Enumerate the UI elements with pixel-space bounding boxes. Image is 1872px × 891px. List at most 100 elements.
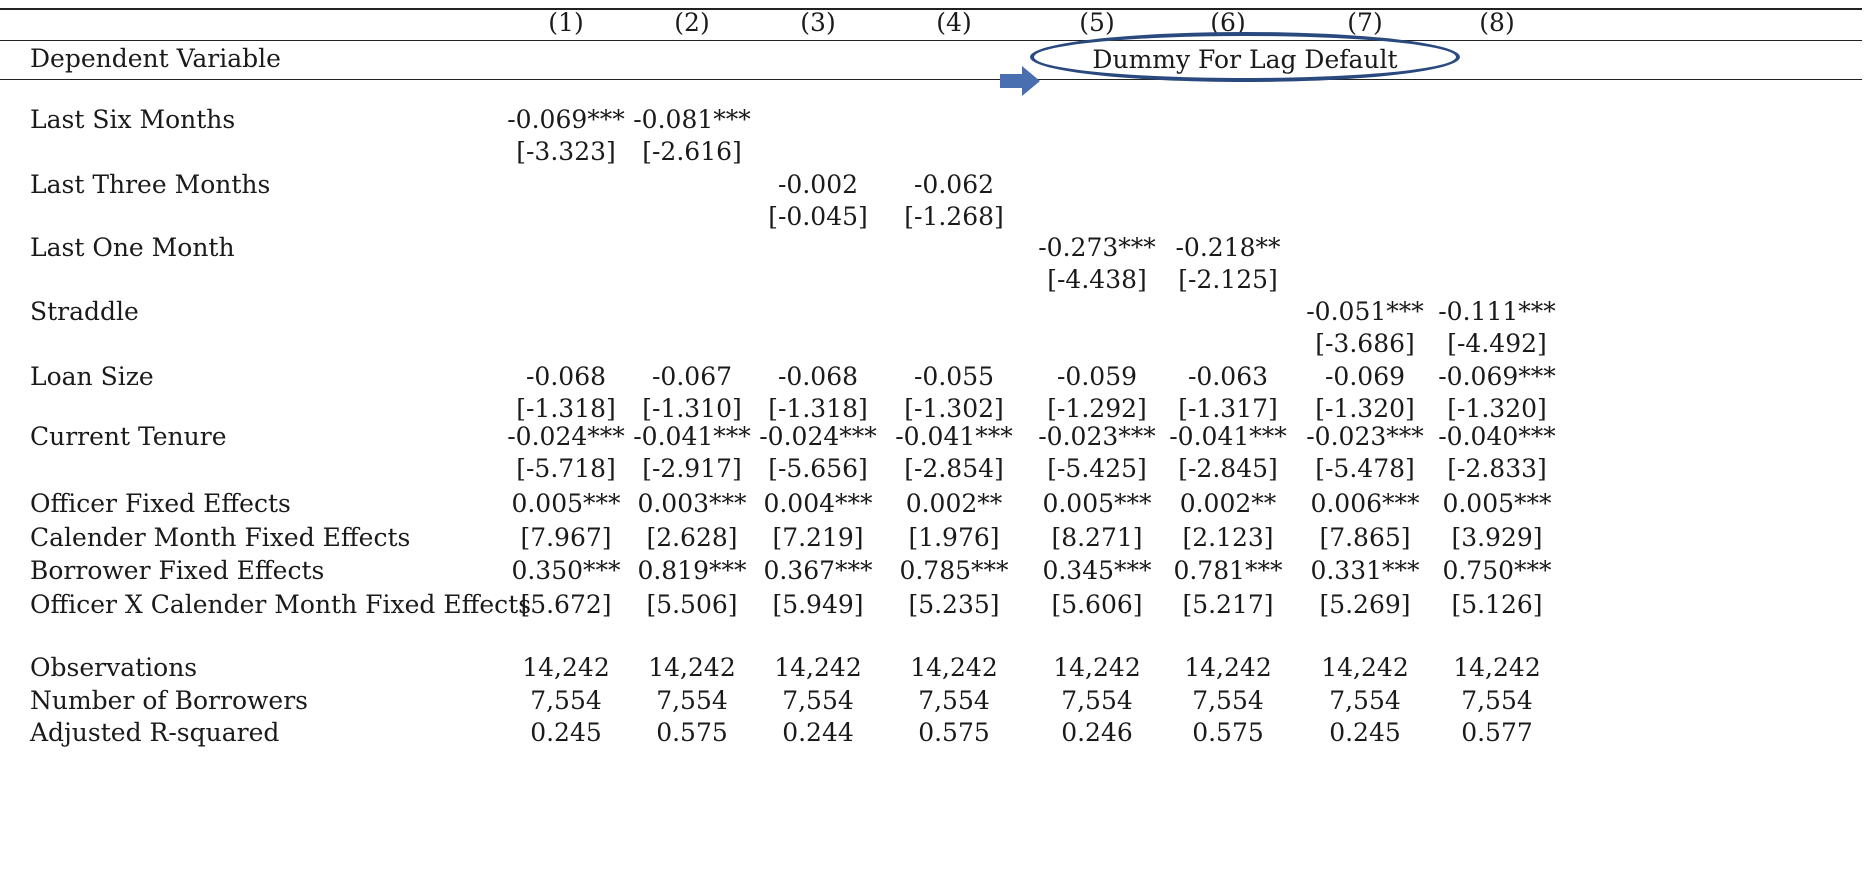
coefficient-cell: -0.024*** <box>507 422 625 451</box>
stat-label: Observations <box>30 653 198 682</box>
coefficient-cell: -0.023*** <box>1038 422 1156 451</box>
stat-value: 0.246 <box>1061 718 1133 747</box>
fixed-effect-label: Officer X Calender Month Fixed Effects <box>30 590 532 619</box>
fixed-effect-value: 0.781*** <box>1173 556 1283 585</box>
fixed-effect-value: [5.269] <box>1319 590 1411 619</box>
fixed-effect-value: [5.672] <box>520 590 612 619</box>
stat-value: 7,554 <box>918 686 990 715</box>
fixed-effect-value: 0.785*** <box>899 556 1009 585</box>
dv-rule <box>0 79 1862 80</box>
tstat-cell: [-4.438] <box>1047 265 1147 294</box>
coefficient-cell: -0.069*** <box>1438 362 1556 391</box>
dependent-variable-name: Dummy For Lag Default <box>1092 45 1398 74</box>
row-label: Straddle <box>30 297 139 326</box>
row-label: Last Three Months <box>30 170 271 199</box>
stat-value: 7,554 <box>656 686 728 715</box>
row-label: Last Six Months <box>30 105 236 134</box>
fixed-effect-value: 0.004*** <box>763 489 873 518</box>
tstat-cell: [-0.045] <box>768 202 868 231</box>
fixed-effect-value: 0.005*** <box>1442 489 1552 518</box>
fixed-effect-value: [7.967] <box>520 523 612 552</box>
fixed-effect-value: 0.750*** <box>1442 556 1552 585</box>
column-header: (2) <box>674 8 710 37</box>
stat-value: 0.575 <box>1192 718 1264 747</box>
stat-value: 14,242 <box>910 653 998 682</box>
fixed-effect-value: [5.217] <box>1182 590 1274 619</box>
fixed-effect-value: 0.005*** <box>1042 489 1152 518</box>
fixed-effect-value: 0.003*** <box>637 489 747 518</box>
fixed-effect-value: [2.628] <box>646 523 738 552</box>
stat-value: 0.575 <box>656 718 728 747</box>
stat-value: 7,554 <box>1461 686 1533 715</box>
tstat-cell: [-2.854] <box>904 454 1004 483</box>
stat-value: 7,554 <box>530 686 602 715</box>
row-label: Loan Size <box>30 362 154 391</box>
stat-value: 14,242 <box>522 653 610 682</box>
highlight-ellipse <box>1030 32 1460 82</box>
coefficient-cell: -0.068 <box>525 362 607 391</box>
stat-value: 7,554 <box>1192 686 1264 715</box>
column-header: (5) <box>1079 8 1115 37</box>
stat-value: 7,554 <box>782 686 854 715</box>
coefficient-cell: -0.024*** <box>759 422 877 451</box>
fixed-effect-value: [7.865] <box>1319 523 1411 552</box>
row-label: Current Tenure <box>30 422 227 451</box>
tstat-cell: [-1.320] <box>1447 394 1547 423</box>
coefficient-cell: -0.055 <box>913 362 995 391</box>
stat-label: Number of Borrowers <box>30 686 308 715</box>
fixed-effect-value: [5.949] <box>772 590 864 619</box>
coefficient-cell: -0.040*** <box>1438 422 1556 451</box>
stat-value: 14,242 <box>1453 653 1541 682</box>
coefficient-cell: -0.002 <box>777 170 859 199</box>
tstat-cell: [-1.302] <box>904 394 1004 423</box>
coefficient-cell: -0.041*** <box>895 422 1013 451</box>
fixed-effect-value: 0.006*** <box>1310 489 1420 518</box>
fixed-effect-label: Borrower Fixed Effects <box>30 556 325 585</box>
tstat-cell: [-1.318] <box>516 394 616 423</box>
stat-value: 0.577 <box>1461 718 1533 747</box>
tstat-cell: [-2.616] <box>642 137 742 166</box>
fixed-effect-value: [5.235] <box>908 590 1000 619</box>
coefficient-cell: -0.218** <box>1175 233 1281 262</box>
column-header: (4) <box>936 8 972 37</box>
fixed-effect-value: 0.819*** <box>637 556 747 585</box>
fixed-effect-label: Calender Month Fixed Effects <box>30 523 411 552</box>
fixed-effect-value: [3.929] <box>1451 523 1543 552</box>
tstat-cell: [-3.686] <box>1315 329 1415 358</box>
fixed-effect-value: 0.345*** <box>1042 556 1152 585</box>
stat-value: 7,554 <box>1329 686 1401 715</box>
fixed-effect-value: 0.005*** <box>511 489 621 518</box>
fixed-effect-value: [8.271] <box>1051 523 1143 552</box>
tstat-cell: [-5.656] <box>768 454 868 483</box>
coefficient-cell: -0.051*** <box>1306 297 1424 326</box>
stat-value: 14,242 <box>1321 653 1409 682</box>
tstat-cell: [-2.833] <box>1447 454 1547 483</box>
fixed-effect-value: [2.123] <box>1182 523 1274 552</box>
stat-value: 14,242 <box>774 653 862 682</box>
top-rule <box>0 8 1862 10</box>
coefficient-cell: -0.111*** <box>1438 297 1556 326</box>
tstat-cell: [-5.718] <box>516 454 616 483</box>
row-label: Last One Month <box>30 233 235 262</box>
tstat-cell: [-1.310] <box>642 394 742 423</box>
column-header: (8) <box>1479 8 1515 37</box>
coefficient-cell: -0.273*** <box>1038 233 1156 262</box>
stat-value: 14,242 <box>1053 653 1141 682</box>
tstat-cell: [-5.478] <box>1315 454 1415 483</box>
fixed-effect-value: [5.606] <box>1051 590 1143 619</box>
coefficient-cell: -0.059 <box>1056 362 1138 391</box>
coefficient-cell: -0.041*** <box>1169 422 1287 451</box>
stat-value: 0.244 <box>782 718 854 747</box>
tstat-cell: [-1.292] <box>1047 394 1147 423</box>
fixed-effect-value: 0.350*** <box>511 556 621 585</box>
fixed-effect-value: 0.367*** <box>763 556 873 585</box>
fixed-effect-value: 0.002** <box>1179 489 1277 518</box>
tstat-cell: [-2.845] <box>1178 454 1278 483</box>
tstat-cell: [-1.318] <box>768 394 868 423</box>
tstat-cell: [-4.492] <box>1447 329 1547 358</box>
column-header: (1) <box>548 8 584 37</box>
coefficient-cell: -0.023*** <box>1306 422 1424 451</box>
fixed-effect-value: [5.506] <box>646 590 738 619</box>
dependent-variable-label: Dependent Variable <box>30 44 281 73</box>
stat-value: 14,242 <box>1184 653 1272 682</box>
